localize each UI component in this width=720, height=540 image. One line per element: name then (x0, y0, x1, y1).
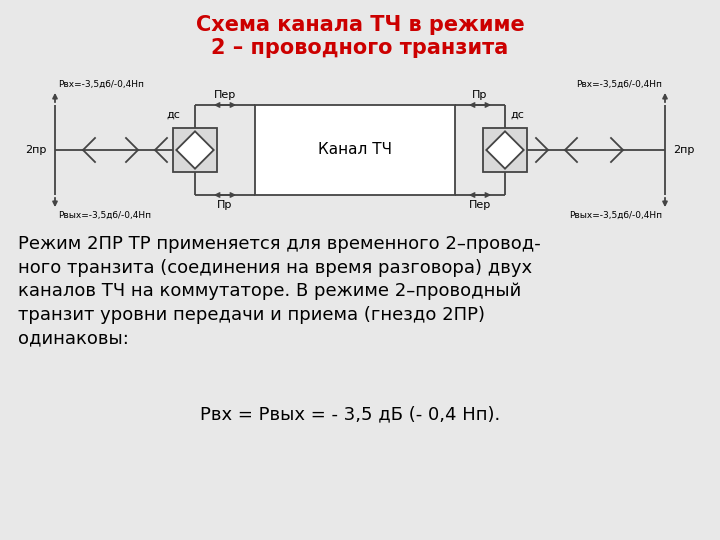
Text: Пер: Пер (214, 90, 236, 100)
Text: дс: дс (510, 110, 524, 120)
Text: Режим 2ПР ТР применяется для временного 2–провод-
ного транзита (соединения на в: Режим 2ПР ТР применяется для временного … (18, 235, 541, 347)
Text: Канал ТЧ: Канал ТЧ (318, 143, 392, 158)
Bar (255, 105, 455, 195)
Text: 2пр: 2пр (26, 145, 47, 155)
Text: Pвх=-3,5дб/-0,4Нп: Pвх=-3,5дб/-0,4Нп (576, 80, 662, 89)
Text: Пр: Пр (217, 200, 233, 210)
Text: Pвх=-3,5дб/-0,4Нп: Pвх=-3,5дб/-0,4Нп (58, 80, 144, 89)
Text: Пер: Пер (469, 200, 491, 210)
Text: 2пр: 2пр (673, 145, 694, 155)
Text: Pвых=-3,5дб/-0,4Нп: Pвых=-3,5дб/-0,4Нп (58, 211, 151, 220)
Text: 2 – проводного транзита: 2 – проводного транзита (212, 38, 508, 58)
Bar (173, 128, 217, 172)
Text: Схема канала ТЧ в режиме: Схема канала ТЧ в режиме (196, 15, 524, 35)
Text: Pвых=-3,5дб/-0,4Нп: Pвых=-3,5дб/-0,4Нп (569, 211, 662, 220)
Polygon shape (176, 131, 214, 168)
Text: Рвх = Рвых = - 3,5 дБ (- 0,4 Нп).: Рвх = Рвых = - 3,5 дБ (- 0,4 Нп). (200, 405, 500, 423)
Text: дс: дс (166, 110, 180, 120)
Polygon shape (486, 131, 523, 168)
Bar (483, 128, 527, 172)
Text: Пр: Пр (472, 90, 487, 100)
